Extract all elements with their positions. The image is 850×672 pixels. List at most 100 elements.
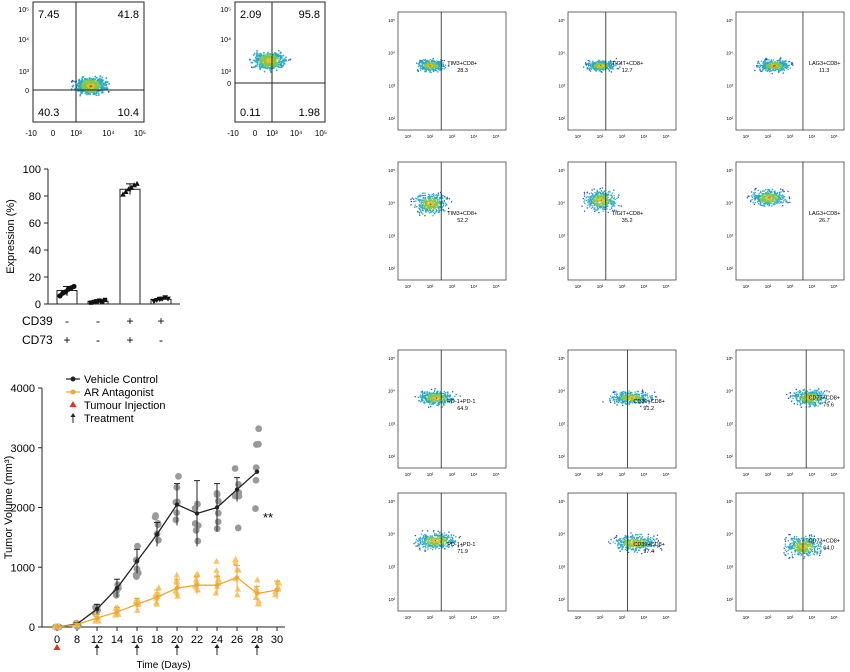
cell-event-dot [766, 67, 768, 69]
cell-event-dot [808, 403, 810, 405]
cell-event-dot [443, 199, 445, 201]
cell-event-dot [603, 68, 605, 70]
cell-event-dot [427, 204, 429, 206]
cell-event-dot [433, 194, 435, 196]
cell-event-dot [781, 63, 784, 65]
cell-event-dot [93, 80, 95, 82]
cell-event-dot [274, 56, 277, 59]
cell-event-dot [638, 400, 640, 402]
cell-event-dot [594, 202, 596, 204]
cell-event-dot [417, 66, 419, 68]
y-tick-label: 10² [388, 266, 395, 271]
cell-event-dot [612, 396, 614, 398]
cell-event-dot [425, 201, 427, 203]
quadrant-percentage: 0.11 [240, 107, 261, 119]
cell-event-dot [443, 402, 445, 404]
facs-panel-frame [567, 11, 677, 131]
cell-event-dot [815, 394, 818, 396]
cell-event-dot [619, 66, 621, 68]
cell-event-dot [435, 211, 437, 213]
cell-event-dot [783, 63, 785, 65]
cell-event-dot [813, 391, 815, 393]
cell-event-dot [413, 198, 415, 200]
x-tick-label: 10³ [449, 134, 456, 139]
cell-event-dot [427, 394, 429, 396]
cell-event-dot [265, 64, 268, 66]
cell-event-dot [256, 61, 259, 63]
cell-event-dot [601, 206, 603, 208]
cell-event-dot [609, 67, 611, 70]
cell-event-dot [420, 61, 422, 64]
cell-event-dot [611, 202, 613, 204]
cell-event-dot [87, 89, 89, 92]
y-tick-label: 10⁴ [726, 51, 733, 56]
cell-event-dot [441, 63, 443, 65]
cell-event-dot [435, 199, 437, 201]
cell-event-dot [98, 84, 101, 87]
cell-event-dot [271, 55, 274, 58]
cell-event-dot [264, 63, 266, 65]
cell-event-dot [256, 55, 258, 57]
cell-event-dot [420, 67, 422, 69]
cell-event-dot [628, 397, 630, 399]
cell-event-dot [804, 391, 806, 394]
cell-event-dot [599, 194, 601, 197]
cell-event-dot [764, 203, 766, 205]
cell-event-dot [602, 204, 604, 206]
cell-event-dot [81, 89, 83, 92]
cell-event-dot [769, 198, 771, 201]
cell-event-dot [428, 391, 430, 394]
cell-event-dot [426, 201, 428, 203]
cell-event-dot [592, 60, 594, 62]
cell-event-dot [780, 57, 782, 59]
facs-panel-frame [397, 349, 507, 469]
cell-event-dot [592, 194, 594, 196]
cell-event-dot [590, 202, 592, 204]
cell-event-dot [88, 81, 90, 84]
cell-event-dot [588, 200, 590, 202]
cell-event-dot [599, 203, 601, 205]
cell-event-dot [91, 78, 94, 81]
cell-event-dot [782, 196, 784, 198]
cell-event-dot [772, 201, 774, 203]
cell-event-dot [439, 402, 441, 404]
cell-event-dot [435, 392, 438, 395]
cell-event-dot [763, 205, 765, 207]
cell-event-dot [87, 87, 89, 89]
cell-event-dot [789, 392, 791, 394]
cell-event-dot [583, 193, 586, 195]
cell-event-dot [772, 66, 774, 68]
cell-event-dot [624, 391, 626, 394]
cell-event-dot [823, 390, 826, 392]
cell-event-dot [640, 397, 642, 399]
cell-event-dot [437, 397, 439, 399]
cell-event-dot [783, 197, 785, 199]
cell-event-dot [434, 203, 436, 205]
cell-event-dot [427, 203, 430, 205]
cell-event-dot [623, 401, 625, 403]
cell-event-dot [443, 401, 445, 403]
cell-event-dot [424, 207, 426, 210]
cell-event-dot [760, 60, 763, 62]
cell-event-dot [420, 204, 422, 207]
cell-event-dot [600, 64, 602, 67]
cell-event-dot [825, 394, 827, 397]
cell-event-dot [272, 63, 275, 66]
cell-event-dot [626, 392, 628, 394]
cell-event-dot [435, 398, 437, 400]
quadrant-plot-frame [32, 1, 145, 123]
cell-event-dot [422, 395, 424, 397]
cell-event-dot [430, 67, 432, 70]
cell-event-dot [799, 398, 802, 400]
cell-event-dot [780, 67, 782, 69]
cell-event-dot [788, 196, 790, 198]
cell-event-dot [619, 396, 621, 398]
cell-event-dot [433, 211, 435, 213]
cell-event-dot [587, 63, 589, 65]
cell-event-dot [596, 209, 598, 211]
cell-event-dot [276, 55, 278, 57]
cell-event-dot [89, 82, 92, 84]
cell-event-dot [270, 62, 272, 65]
x-tick-label: 10³ [787, 134, 794, 139]
cell-event-dot [427, 398, 429, 400]
